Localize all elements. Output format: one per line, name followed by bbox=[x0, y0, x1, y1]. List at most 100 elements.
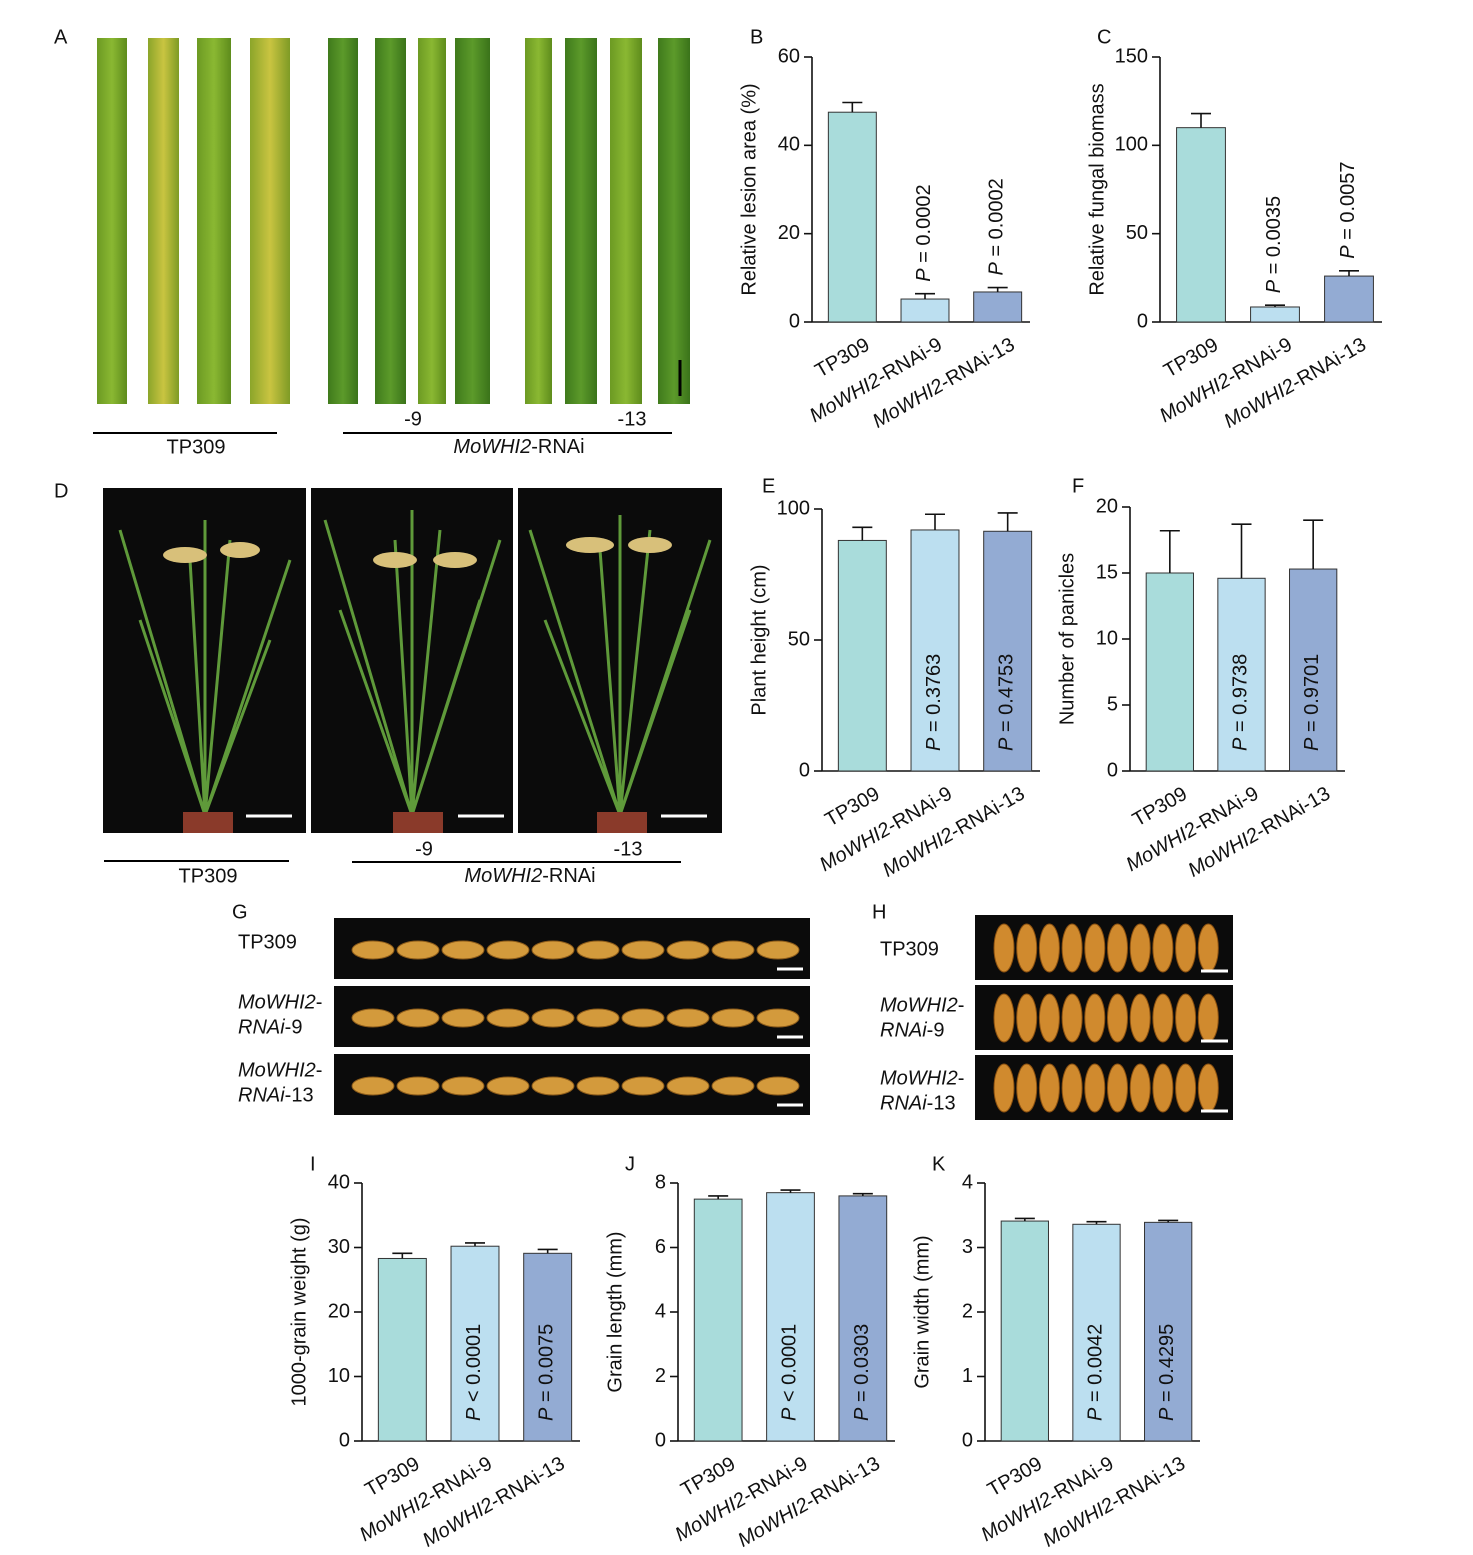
y-tick-label: 3 bbox=[962, 1236, 973, 1258]
p-value: P = 0.0042 bbox=[1085, 1324, 1107, 1421]
panel-label: D bbox=[54, 480, 68, 502]
grain bbox=[1197, 993, 1219, 1043]
error-bar bbox=[1265, 304, 1285, 307]
grain-photos bbox=[334, 915, 1233, 1120]
grain bbox=[531, 1076, 575, 1096]
bar bbox=[1176, 127, 1226, 323]
grain bbox=[1197, 923, 1219, 973]
line-label: -9 bbox=[415, 838, 433, 860]
y-tick-label: 40 bbox=[328, 1171, 350, 1193]
grain bbox=[1038, 923, 1060, 973]
y-axis-label: Relative lesion area (%) bbox=[738, 83, 760, 295]
bar bbox=[1324, 275, 1374, 323]
bar bbox=[973, 291, 1023, 323]
grain bbox=[1152, 1063, 1174, 1113]
y-tick-label: 100 bbox=[1115, 134, 1148, 156]
grain bbox=[993, 993, 1015, 1043]
y-tick-label: 10 bbox=[328, 1365, 350, 1387]
grain bbox=[1016, 1063, 1038, 1113]
p-value: P = 0.0075 bbox=[536, 1324, 558, 1421]
error-bar bbox=[1159, 529, 1180, 573]
row-label: TP309 bbox=[238, 931, 297, 953]
bar bbox=[1072, 1223, 1121, 1442]
y-tick-label: 2 bbox=[962, 1300, 973, 1322]
bar bbox=[1217, 577, 1266, 772]
y-tick-label: 40 bbox=[778, 134, 800, 156]
y-tick-label: 100 bbox=[777, 497, 810, 519]
y-tick-label: 0 bbox=[962, 1429, 973, 1451]
panel-label: B bbox=[750, 26, 763, 48]
grain bbox=[576, 1076, 620, 1096]
p-value: P = 0.0002 bbox=[986, 178, 1008, 275]
line-label: -9 bbox=[404, 408, 422, 430]
bar bbox=[838, 1195, 888, 1442]
grain bbox=[576, 940, 620, 960]
error-bar bbox=[987, 286, 1008, 292]
group-label: MoWHI2-RNAi bbox=[464, 865, 595, 887]
grain bbox=[711, 1008, 755, 1028]
grain bbox=[396, 940, 440, 960]
y-tick-label: 50 bbox=[788, 628, 810, 650]
grain bbox=[351, 940, 395, 960]
row-label: RNAi-13 bbox=[880, 1093, 956, 1115]
grain bbox=[531, 940, 575, 960]
p-value: P = 0.0002 bbox=[913, 184, 935, 281]
y-tick-label: 6 bbox=[655, 1236, 666, 1258]
bar bbox=[983, 530, 1033, 772]
error-bar bbox=[1086, 1220, 1107, 1225]
group-label: TP309 bbox=[167, 436, 226, 458]
grain bbox=[1061, 993, 1083, 1043]
y-tick-label: 5 bbox=[1107, 693, 1118, 715]
y-tick-label: 1 bbox=[962, 1365, 973, 1387]
bar bbox=[1289, 568, 1338, 772]
error-bar bbox=[465, 1242, 485, 1247]
grain bbox=[1107, 1063, 1128, 1113]
grain bbox=[1107, 923, 1128, 973]
bar bbox=[523, 1252, 573, 1442]
error-bar bbox=[1231, 523, 1252, 579]
grain bbox=[1084, 993, 1106, 1043]
grain bbox=[441, 940, 485, 960]
grain bbox=[351, 1076, 395, 1096]
p-value: P < 0.0001 bbox=[779, 1324, 801, 1421]
grain bbox=[396, 1076, 440, 1096]
panel-label: K bbox=[932, 1153, 946, 1175]
bar bbox=[1000, 1220, 1049, 1442]
grain bbox=[576, 1008, 620, 1028]
panel-label: F bbox=[1072, 475, 1084, 497]
y-tick-label: 4 bbox=[962, 1171, 973, 1193]
error-bar bbox=[1191, 112, 1211, 128]
y-axis-label: Grain length (mm) bbox=[604, 1231, 626, 1392]
y-tick-label: 50 bbox=[1126, 222, 1148, 244]
grain bbox=[1061, 923, 1083, 973]
bar bbox=[1250, 306, 1300, 323]
bar bbox=[1144, 1221, 1193, 1442]
panel-label: J bbox=[625, 1153, 635, 1175]
grain bbox=[1197, 1063, 1219, 1113]
grain bbox=[1016, 923, 1038, 973]
grain bbox=[666, 1008, 710, 1028]
bar bbox=[827, 111, 877, 323]
grain bbox=[621, 1076, 665, 1096]
error-bar bbox=[852, 526, 873, 541]
grain bbox=[1084, 923, 1106, 973]
grain bbox=[441, 1076, 485, 1096]
grain bbox=[351, 1008, 395, 1028]
grain bbox=[621, 940, 665, 960]
error-bar bbox=[997, 512, 1018, 532]
grain bbox=[486, 1076, 530, 1096]
panel-label: C bbox=[1097, 26, 1111, 48]
panel-label: I bbox=[310, 1153, 316, 1175]
leaf-photo bbox=[93, 38, 690, 434]
error-bar bbox=[1014, 1217, 1035, 1222]
group-label: TP309 bbox=[179, 865, 238, 887]
grain bbox=[711, 940, 755, 960]
grain bbox=[1038, 1063, 1060, 1113]
y-tick-label: 0 bbox=[655, 1429, 666, 1451]
y-tick-label: 10 bbox=[1096, 627, 1118, 649]
plant-photo bbox=[103, 488, 722, 863]
p-value: P < 0.0001 bbox=[463, 1324, 485, 1421]
p-value: P = 0.9738 bbox=[1230, 654, 1252, 751]
y-tick-label: 15 bbox=[1096, 561, 1118, 583]
